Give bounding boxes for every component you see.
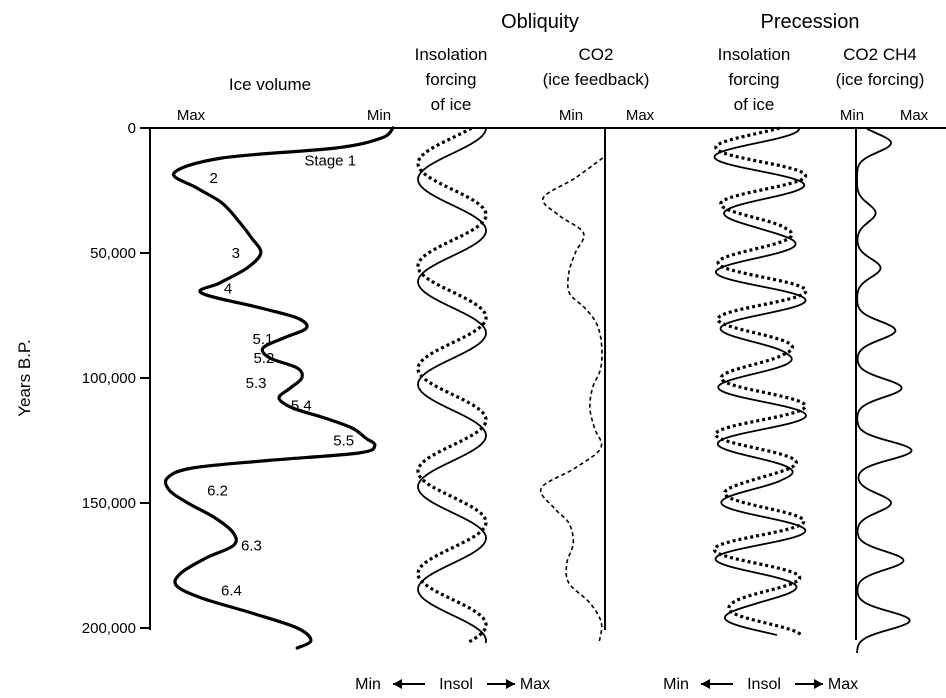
stage-label: 2 bbox=[210, 170, 218, 187]
stage-label: 5.1 bbox=[253, 331, 274, 348]
ice-volume-title: Ice volume bbox=[229, 75, 311, 94]
ice-scale-max: Max bbox=[177, 107, 206, 124]
obliquity-insolation-line bbox=[417, 127, 487, 644]
y-ticks: 0 50,000 100,000 150,000 200,000 bbox=[82, 120, 150, 637]
co2-ch4-scale-min: Min bbox=[840, 107, 864, 124]
y-tick-label: 0 bbox=[128, 120, 136, 137]
obl-caption-arrows bbox=[393, 679, 515, 689]
co2-feedback-title-line2: (ice feedback) bbox=[543, 70, 650, 89]
stage-label: 5.2 bbox=[253, 350, 274, 367]
series-layer bbox=[163, 126, 913, 653]
stage-label: 5.5 bbox=[333, 433, 354, 450]
stage-label: 6.3 bbox=[241, 538, 262, 555]
precession-title: Precession bbox=[761, 11, 860, 33]
co2-feedback-title-line1: CO2 bbox=[579, 45, 614, 64]
y-tick-label: 50,000 bbox=[90, 245, 136, 262]
stage-label: 6.4 bbox=[221, 583, 242, 600]
y-tick-label: 200,000 bbox=[82, 620, 136, 637]
obliquity-title: Obliquity bbox=[501, 11, 579, 33]
obl-insol-title-line1: Insolation bbox=[415, 45, 488, 64]
stage-labels: Stage 1 2 3 4 5.1 5.2 5.3 5.4 5.5 6.2 6.3 6.4 bbox=[207, 153, 356, 600]
ice-scale-min: Min bbox=[367, 107, 391, 124]
prec-caption-insol: Insol bbox=[747, 676, 781, 693]
obl-caption-insol: Insol bbox=[439, 676, 473, 693]
prec-insol-scale-max: Max bbox=[626, 107, 655, 124]
obl-insol-title-line3: of ice bbox=[431, 95, 472, 114]
co2-feedback-scale-min: Min bbox=[559, 107, 583, 124]
prec-insol-title-line1: Insolation bbox=[718, 45, 791, 64]
obl-insol-title-line2: forcing bbox=[425, 70, 476, 89]
stage-label: 5.3 bbox=[246, 375, 267, 392]
co2-ch4-title-line1: CO2 CH4 bbox=[843, 45, 917, 64]
stage-label: 3 bbox=[232, 245, 240, 262]
prec-caption-max: Max bbox=[828, 676, 858, 693]
stage-label: 4 bbox=[224, 281, 232, 298]
precession-ice-response-line bbox=[712, 126, 808, 637]
precession-insolation-line bbox=[713, 127, 807, 636]
stage-label: 5.4 bbox=[291, 398, 312, 415]
y-tick-label: 150,000 bbox=[82, 495, 136, 512]
co2-ch4-title-line2: (ice forcing) bbox=[836, 70, 925, 89]
co2-ch4-scale-max: Max bbox=[900, 107, 929, 124]
y-axis-label: Years B.P. bbox=[15, 339, 34, 417]
prec-insol-title-line3: of ice bbox=[734, 95, 775, 114]
ice-volume-line bbox=[163, 126, 395, 650]
prec-caption-min: Min bbox=[663, 676, 689, 693]
prec-insol-title-line2: forcing bbox=[728, 70, 779, 89]
y-tick-label: 100,000 bbox=[82, 370, 136, 387]
obl-caption-max: Max bbox=[520, 676, 550, 693]
co2-ch4-line bbox=[856, 127, 913, 653]
stage-label: 6.2 bbox=[207, 483, 228, 500]
stage-label: Stage 1 bbox=[304, 153, 356, 170]
obl-caption-min: Min bbox=[355, 676, 381, 693]
prec-caption-arrows bbox=[701, 679, 823, 689]
co2-feedback-line bbox=[539, 157, 604, 644]
